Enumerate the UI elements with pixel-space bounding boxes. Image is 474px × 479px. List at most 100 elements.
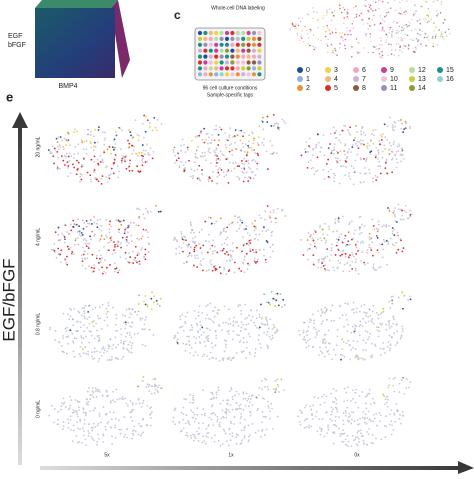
cell-dot (224, 242, 226, 244)
cell-dot (391, 425, 393, 427)
cell-dot (157, 119, 159, 121)
cell-dot (257, 239, 259, 241)
cell-dot (124, 230, 126, 232)
cell-dot (107, 421, 109, 423)
cell-dot (371, 318, 373, 320)
cell-dot (273, 209, 275, 211)
cell-dot (328, 176, 330, 178)
well (236, 55, 240, 59)
cell-dot (82, 348, 84, 350)
cell-dot (235, 436, 237, 438)
cell-dot (135, 119, 137, 121)
cell-dot (262, 129, 264, 131)
cell-dot (192, 241, 194, 243)
cell-dot (402, 29, 404, 31)
cell-dot (52, 155, 54, 157)
cell-dot (194, 310, 196, 312)
cell-dot (380, 324, 382, 326)
cell-dot (176, 340, 178, 342)
cell-dot (368, 410, 370, 412)
cell-dot (346, 319, 348, 321)
cell-dot (187, 147, 189, 149)
cell-dot (345, 48, 347, 50)
cell-dot (262, 323, 264, 325)
cell-dot (324, 178, 326, 180)
cell-dot (180, 231, 182, 233)
cell-dot (204, 415, 206, 417)
cell-dot (188, 255, 190, 257)
cell-dot (225, 417, 227, 419)
cell-dot (117, 358, 119, 360)
cell-dot (142, 344, 144, 346)
cell-dot (66, 153, 68, 155)
cell-dot (340, 165, 342, 167)
cell-dot (214, 129, 216, 131)
cell-dot (278, 129, 280, 131)
cell-dot (374, 343, 376, 345)
cell-dot (385, 162, 387, 164)
cell-dot (362, 325, 364, 327)
cell-dot (138, 303, 140, 305)
cell-dot (140, 249, 142, 251)
cell-dot (182, 139, 184, 141)
cell-dot (260, 322, 262, 324)
cell-dot (126, 309, 128, 311)
cell-dot (214, 316, 216, 318)
cell-dot (270, 153, 272, 155)
cell-dot (98, 129, 100, 131)
cell-dot (219, 159, 221, 161)
cell-dot (228, 357, 230, 359)
cell-dot (173, 151, 175, 153)
cell-dot (217, 313, 219, 315)
cell-dot (415, 10, 417, 12)
cell-dot (114, 427, 116, 429)
well (209, 43, 213, 47)
cell-dot (203, 354, 205, 356)
cell-dot (361, 391, 363, 393)
cell-dot (321, 352, 323, 354)
cell-dot (312, 314, 314, 316)
well (203, 72, 207, 76)
cell-dot (281, 210, 283, 212)
cell-dot (378, 48, 380, 50)
legend-swatch (353, 76, 359, 82)
cell-dot (120, 429, 122, 431)
cell-dot (109, 241, 111, 243)
cell-dot (232, 222, 234, 224)
cell-dot (98, 180, 100, 182)
cell-dot (298, 25, 300, 27)
cell-dot (378, 327, 380, 329)
cell-dot (138, 423, 140, 425)
cell-dot (183, 170, 185, 172)
cell-dot (186, 261, 188, 263)
cell-dot (66, 353, 68, 355)
cell-dot (109, 411, 111, 413)
cell-dot (132, 402, 134, 404)
cell-dot (242, 261, 244, 263)
cell-dot (218, 440, 220, 442)
cell-dot (347, 445, 349, 447)
cell-dot (352, 347, 354, 349)
cell-dot (110, 426, 112, 428)
cell-dot (367, 316, 369, 318)
cell-dot (62, 160, 64, 162)
cell-dot (207, 252, 209, 254)
cell-dot (177, 338, 179, 340)
cell-dot (387, 243, 389, 245)
cell-dot (207, 179, 209, 181)
cell-dot (154, 392, 156, 394)
cell-dot (198, 231, 200, 233)
cell-dot (249, 434, 251, 436)
cell-dot (259, 316, 261, 318)
cell-dot (267, 229, 269, 231)
cell-dot (224, 132, 226, 134)
cell-dot (118, 419, 120, 421)
well (247, 55, 251, 59)
cell-dot (340, 435, 342, 437)
cell-dot (241, 442, 243, 444)
cell-dot (331, 12, 333, 14)
cell-dot (239, 407, 241, 409)
cell-dot (424, 37, 426, 39)
cell-dot (391, 171, 393, 173)
cell-dot (315, 415, 317, 417)
